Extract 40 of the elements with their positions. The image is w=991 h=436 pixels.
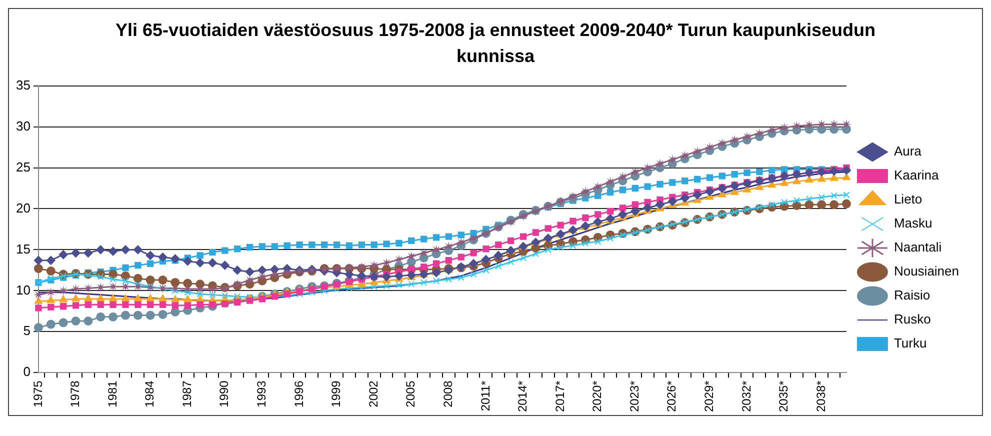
x-tick-label: 2020*	[590, 380, 604, 412]
x-tick-label: 2026*	[664, 380, 679, 412]
legend-label: Turku	[894, 336, 927, 351]
y-tick-label: 5	[23, 323, 30, 338]
y-tick-label: 0	[23, 364, 30, 380]
y-tick-label: 20	[16, 200, 30, 216]
x-tick-label: 1981	[105, 380, 120, 408]
x-tick-label: 1996	[292, 380, 306, 408]
x-tick-label: 2029*	[702, 380, 716, 412]
x-tick-label: 1984	[142, 380, 157, 408]
y-tick-label: 15	[16, 241, 30, 256]
legend-label: Raisio	[894, 288, 930, 303]
x-tick-label: 2017*	[552, 380, 567, 412]
legend-label: Naantali	[894, 240, 942, 255]
legend-label: Kaarina	[894, 168, 940, 183]
chart-title: Yli 65-vuotiaiden väestöosuus 1975-2008 ja ennusteet 2009-2040* Turun kaupunkiseudun kunnissa	[116, 19, 876, 68]
legend-label: Rusko	[894, 312, 931, 327]
x-tick-label: 1987	[180, 380, 194, 408]
y-tick-label: 30	[16, 118, 30, 134]
x-tick-label: 2014*	[516, 380, 530, 412]
x-tick-label: 2038*	[814, 380, 828, 412]
y-tick-label: 25	[16, 159, 30, 174]
legend-label: Lieto	[894, 192, 922, 207]
x-tick-label: 2023*	[627, 380, 642, 412]
x-tick-label: 2011*	[478, 380, 492, 412]
x-tick-label: 1978	[68, 380, 82, 408]
legend-label: Masku	[894, 216, 932, 231]
x-tick-label: 1999	[329, 380, 344, 408]
x-tick-label: 2032*	[739, 380, 754, 412]
x-tick-label: 1993	[254, 380, 269, 408]
y-tick-label: 35	[16, 77, 30, 92]
x-tick-label: 1990	[217, 380, 232, 408]
x-tick-label: 2002	[366, 380, 380, 408]
legend-label: Aura	[894, 144, 922, 159]
y-tick-label: 10	[16, 282, 30, 298]
x-tick-label: 2005	[404, 380, 418, 408]
x-tick-label: 2035*	[776, 380, 791, 412]
legend-label: Nousiainen	[894, 264, 959, 279]
x-tick-label: 1975	[30, 380, 45, 408]
x-tick-label: 2008	[440, 380, 455, 408]
